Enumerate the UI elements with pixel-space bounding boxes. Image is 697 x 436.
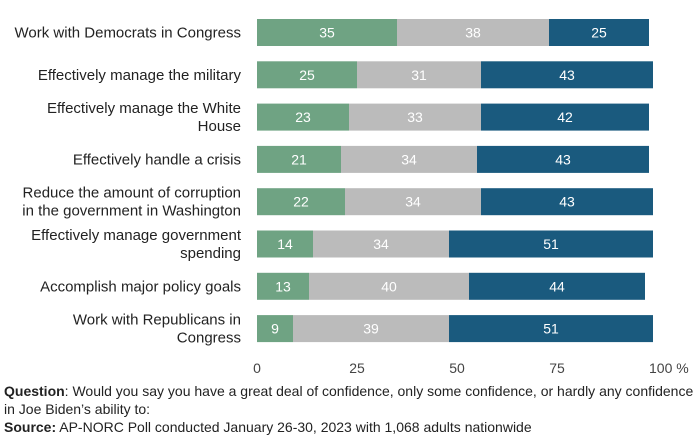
data-label: 39	[363, 321, 379, 337]
data-label: 44	[549, 278, 565, 294]
question-text: : Would you say you have a great deal of…	[4, 383, 694, 417]
data-label: 40	[381, 278, 397, 294]
data-label: 25	[591, 25, 607, 41]
bar-segment	[293, 315, 449, 343]
bar-segment	[257, 272, 309, 300]
category-label: Effectively manage the White House	[47, 100, 241, 135]
data-label: 51	[543, 321, 559, 337]
bar-segment	[549, 19, 649, 46]
bar-segment	[357, 61, 481, 89]
bar-segment	[481, 188, 653, 216]
data-label: 25	[299, 67, 315, 83]
bar-segment	[257, 19, 397, 46]
data-label: 43	[555, 151, 571, 167]
data-label: 43	[559, 194, 575, 210]
data-label: 31	[411, 67, 427, 83]
category-label: Work with Republicans in Congress	[73, 312, 241, 347]
x-tick-label: 100 %	[649, 360, 689, 376]
stacked-bar-chart: Work with Democrats in Congress 35 38 25 Eff…	[15, 19, 689, 376]
bar-segment	[257, 230, 313, 258]
data-label: 51	[543, 236, 559, 252]
data-label: 33	[407, 109, 423, 125]
bar-segment	[469, 272, 645, 300]
x-tick-label: 50	[449, 360, 465, 376]
category-label: Effectively manage government spending	[31, 227, 242, 262]
bar-segment	[257, 61, 357, 89]
data-label: 38	[465, 25, 481, 41]
category-label: Effectively handle a crisis	[73, 151, 241, 168]
bar-segment	[341, 145, 477, 173]
source-label: Source:	[4, 419, 57, 435]
data-label: 13	[275, 278, 291, 294]
question-label: Question	[4, 383, 65, 399]
data-label: 43	[559, 67, 575, 83]
bar-segment	[449, 315, 653, 343]
data-label: 9	[271, 321, 279, 337]
data-label: 23	[295, 109, 311, 125]
category-label: Effectively manage the military	[38, 67, 242, 84]
x-tick-label: 25	[349, 360, 365, 376]
bar-segment	[345, 188, 481, 216]
bar-segment	[257, 145, 341, 173]
data-label: 34	[405, 194, 421, 210]
bar-segment	[257, 103, 349, 131]
bar-segment	[397, 19, 549, 46]
bar-segment	[477, 145, 649, 173]
data-label: 14	[277, 236, 293, 252]
data-label: 42	[557, 109, 573, 125]
category-label: Work with Democrats in Congress	[15, 25, 241, 42]
bar-segment	[449, 230, 653, 258]
data-label: 35	[319, 25, 335, 41]
category-label: Accomplish major policy goals	[40, 278, 241, 295]
data-label: 34	[401, 151, 417, 167]
source-text: AP-NORC Poll conducted January 26-30, 20…	[56, 419, 532, 435]
data-label: 22	[293, 194, 309, 210]
x-tick-label: 0	[253, 360, 261, 376]
bar-segment	[349, 103, 481, 131]
question-note: Question: Would you say you have a great…	[4, 382, 694, 418]
bar-segment	[481, 61, 653, 89]
bar-segment	[481, 103, 649, 131]
bar-segment	[309, 272, 469, 300]
source-note: Source: AP-NORC Poll conducted January 2…	[4, 418, 694, 436]
category-label: Reduce the amount of corruption in the go…	[22, 185, 241, 220]
footnote: Question: Would you say you have a great…	[4, 382, 694, 436]
x-tick-label: 75	[549, 360, 565, 376]
data-label: 21	[291, 151, 307, 167]
bar-segment	[313, 230, 449, 258]
bar-segment	[257, 315, 293, 343]
data-label: 34	[373, 236, 389, 252]
bar-segment	[257, 188, 345, 216]
